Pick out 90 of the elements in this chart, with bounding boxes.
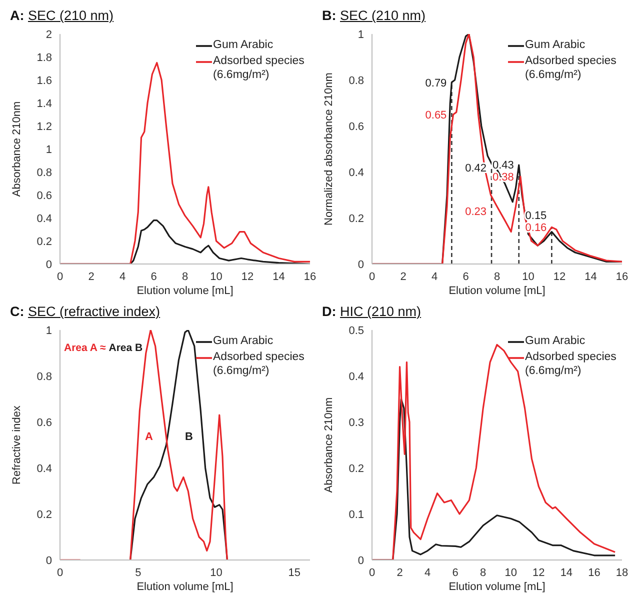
x-axis-title: Elution volume [mL]: [448, 285, 546, 297]
chart-title: D: HIC (210 nm): [322, 304, 422, 319]
y-tick-label: 1.4: [36, 98, 52, 110]
x-tick-label: 2: [88, 270, 94, 283]
y-tick-label: 1: [358, 28, 364, 41]
x-tick-label: 10: [210, 270, 222, 283]
x-axis-title: Elution volume [mL]: [136, 285, 234, 297]
annotation: 0.23: [465, 206, 487, 218]
x-axis-title: Elution volume [mL]: [448, 581, 546, 593]
y-tick-label: 0.4: [36, 462, 52, 475]
x-tick-label: 10: [210, 566, 222, 579]
x-tick-label: 6: [462, 270, 469, 283]
chart-title: B: SEC (210 nm): [322, 8, 426, 23]
x-tick-label: 4: [119, 270, 126, 283]
x-tick-label: 4: [424, 566, 431, 579]
y-tick-label: 0.2: [36, 236, 52, 248]
x-tick-label: 8: [494, 270, 500, 283]
x-tick-label: 14: [584, 270, 597, 283]
y-tick-label: 0: [46, 258, 52, 271]
annotation: A: [145, 431, 153, 444]
x-tick-label: 6: [150, 270, 157, 283]
y-tick-label: 0.4: [348, 370, 364, 383]
x-tick-label: 14: [560, 566, 573, 579]
chart-title: A: SEC (210 nm): [10, 8, 114, 23]
x-tick-label: 16: [616, 270, 628, 283]
y-tick-label: 0.2: [348, 212, 364, 225]
y-tick-label: 0: [358, 258, 364, 271]
x-tick-label: 10: [522, 270, 534, 283]
y-tick-label: 0.4: [36, 212, 52, 225]
annotation: Area B: [108, 342, 143, 354]
legend-label: Adsorbed species (6.6mg/m²): [213, 54, 306, 82]
x-tick-label: 8: [480, 566, 486, 579]
legend-label: Gum Arabic: [525, 334, 586, 348]
x-tick-label: 4: [431, 270, 438, 283]
y-tick-label: 0.3: [348, 416, 364, 429]
y-tick-label: 1: [46, 144, 52, 156]
y-tick-label: 0.8: [36, 166, 52, 179]
y-axis-title: Refractive index: [10, 405, 23, 484]
y-axis-title: Absorbance 210nm: [322, 397, 335, 493]
annotation: 0.43: [492, 160, 514, 172]
chart-title: C: SEC (refractive index): [10, 304, 160, 319]
y-tick-label: 1.8: [36, 52, 52, 64]
x-tick-label: 15: [288, 566, 300, 579]
legend-label: Gum Arabic: [525, 38, 586, 52]
annotation: 0.79: [425, 77, 447, 90]
x-tick-label: 6: [452, 566, 458, 579]
legend-label: Adsorbed species (6.6mg/m²): [525, 54, 618, 82]
y-tick-label: 0.6: [36, 416, 52, 429]
y-tick-label: 0: [358, 554, 364, 567]
y-tick-label: 0.6: [348, 120, 364, 133]
x-tick-label: 12: [532, 566, 545, 579]
x-tick-label: 2: [400, 270, 406, 283]
x-tick-label: 10: [504, 566, 518, 579]
annotation: 0.65: [425, 110, 447, 122]
x-tick-label: 0: [368, 566, 376, 579]
x-tick-label: 16: [304, 270, 316, 283]
x-tick-label: 16: [588, 566, 600, 579]
y-axis-title: Absorbance 210nm: [10, 101, 23, 197]
y-tick-label: 0.8: [36, 370, 52, 383]
x-tick-label: 8: [182, 270, 188, 283]
y-tick-label: 0.4: [348, 166, 364, 179]
x-tick-label: 18: [616, 566, 628, 579]
y-tick-label: 1.2: [36, 120, 52, 133]
y-tick-label: 0.1: [348, 508, 364, 521]
legend-label: Gum Arabic: [213, 334, 274, 348]
y-tick-label: 1: [46, 324, 52, 337]
y-tick-label: 0.2: [36, 508, 52, 521]
y-tick-label: 0.2: [348, 462, 364, 475]
x-tick-label: 0: [368, 270, 376, 283]
y-tick-label: 0.8: [348, 74, 364, 87]
legend-label: Adsorbed species (6.6mg/m²): [213, 350, 306, 378]
y-tick-label: 2: [46, 28, 52, 41]
x-tick-label: 0: [56, 270, 64, 283]
x-tick-label: 2: [396, 566, 403, 579]
line-series: [372, 344, 616, 560]
x-tick-label: 14: [272, 270, 285, 283]
legend-label: Adsorbed species (6.6mg/m²): [525, 350, 618, 378]
x-axis-title: Elution volume [mL]: [136, 581, 234, 593]
legend-label: Gum Arabic: [213, 38, 274, 52]
annotation: B: [185, 431, 193, 444]
y-tick-label: 0: [46, 554, 52, 567]
y-tick-label: 0.6: [36, 190, 52, 202]
x-tick-label: 0: [56, 566, 64, 579]
y-tick-label: 1.6: [36, 74, 52, 87]
x-tick-label: 12: [241, 270, 254, 283]
y-tick-label: 0.5: [348, 324, 364, 337]
x-tick-label: 5: [135, 566, 142, 579]
annotation: Area A ≈: [64, 342, 106, 354]
x-tick-label: 12: [553, 270, 566, 283]
y-axis-title: Normalized absorbance 210nm: [322, 72, 335, 226]
